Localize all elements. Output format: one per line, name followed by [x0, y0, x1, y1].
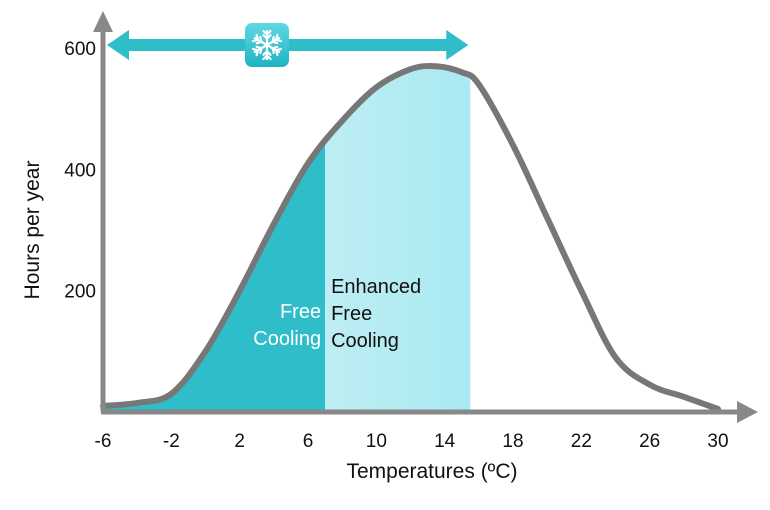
y-tick-label: 600 — [64, 39, 96, 60]
enhanced-free-cooling-label: Enhanced Free Cooling — [331, 276, 421, 352]
x-tick-label: -6 — [95, 431, 112, 452]
y-axis-arrowhead — [93, 11, 113, 32]
x-tick-label: 14 — [434, 431, 456, 452]
y-tick-label: 400 — [64, 160, 96, 181]
x-tick-label: 10 — [366, 431, 387, 452]
y-tick-label: 200 — [64, 282, 96, 303]
x-tick-label: 22 — [571, 431, 592, 452]
snowflake-icon — [245, 23, 289, 67]
enhanced-free-cooling-area — [325, 65, 471, 412]
free-cooling-area — [103, 140, 326, 412]
free-cooling-range-arrow — [107, 23, 469, 67]
free-cooling-label: Free Cooling — [253, 301, 321, 350]
x-tick-label: 2 — [234, 431, 245, 452]
x-tick-label: 26 — [639, 431, 660, 452]
x-tick-label: -2 — [163, 431, 180, 452]
x-tick-label: 6 — [303, 431, 314, 452]
range-arrow-left-head — [107, 30, 129, 60]
x-tick-label: 30 — [707, 431, 728, 452]
axes — [93, 11, 758, 423]
x-tick-labels: -6 -2 2 6 10 14 18 22 26 30 — [95, 431, 729, 452]
y-tick-labels: 200 400 600 — [64, 39, 96, 303]
hours-curve — [100, 62, 721, 412]
y-axis-title: Hours per year — [21, 161, 44, 300]
range-arrow-right-head — [446, 30, 469, 60]
x-axis-arrowhead — [737, 401, 758, 423]
x-tick-label: 18 — [502, 431, 523, 452]
x-axis-title: Temperatures (ºC) — [346, 460, 517, 483]
